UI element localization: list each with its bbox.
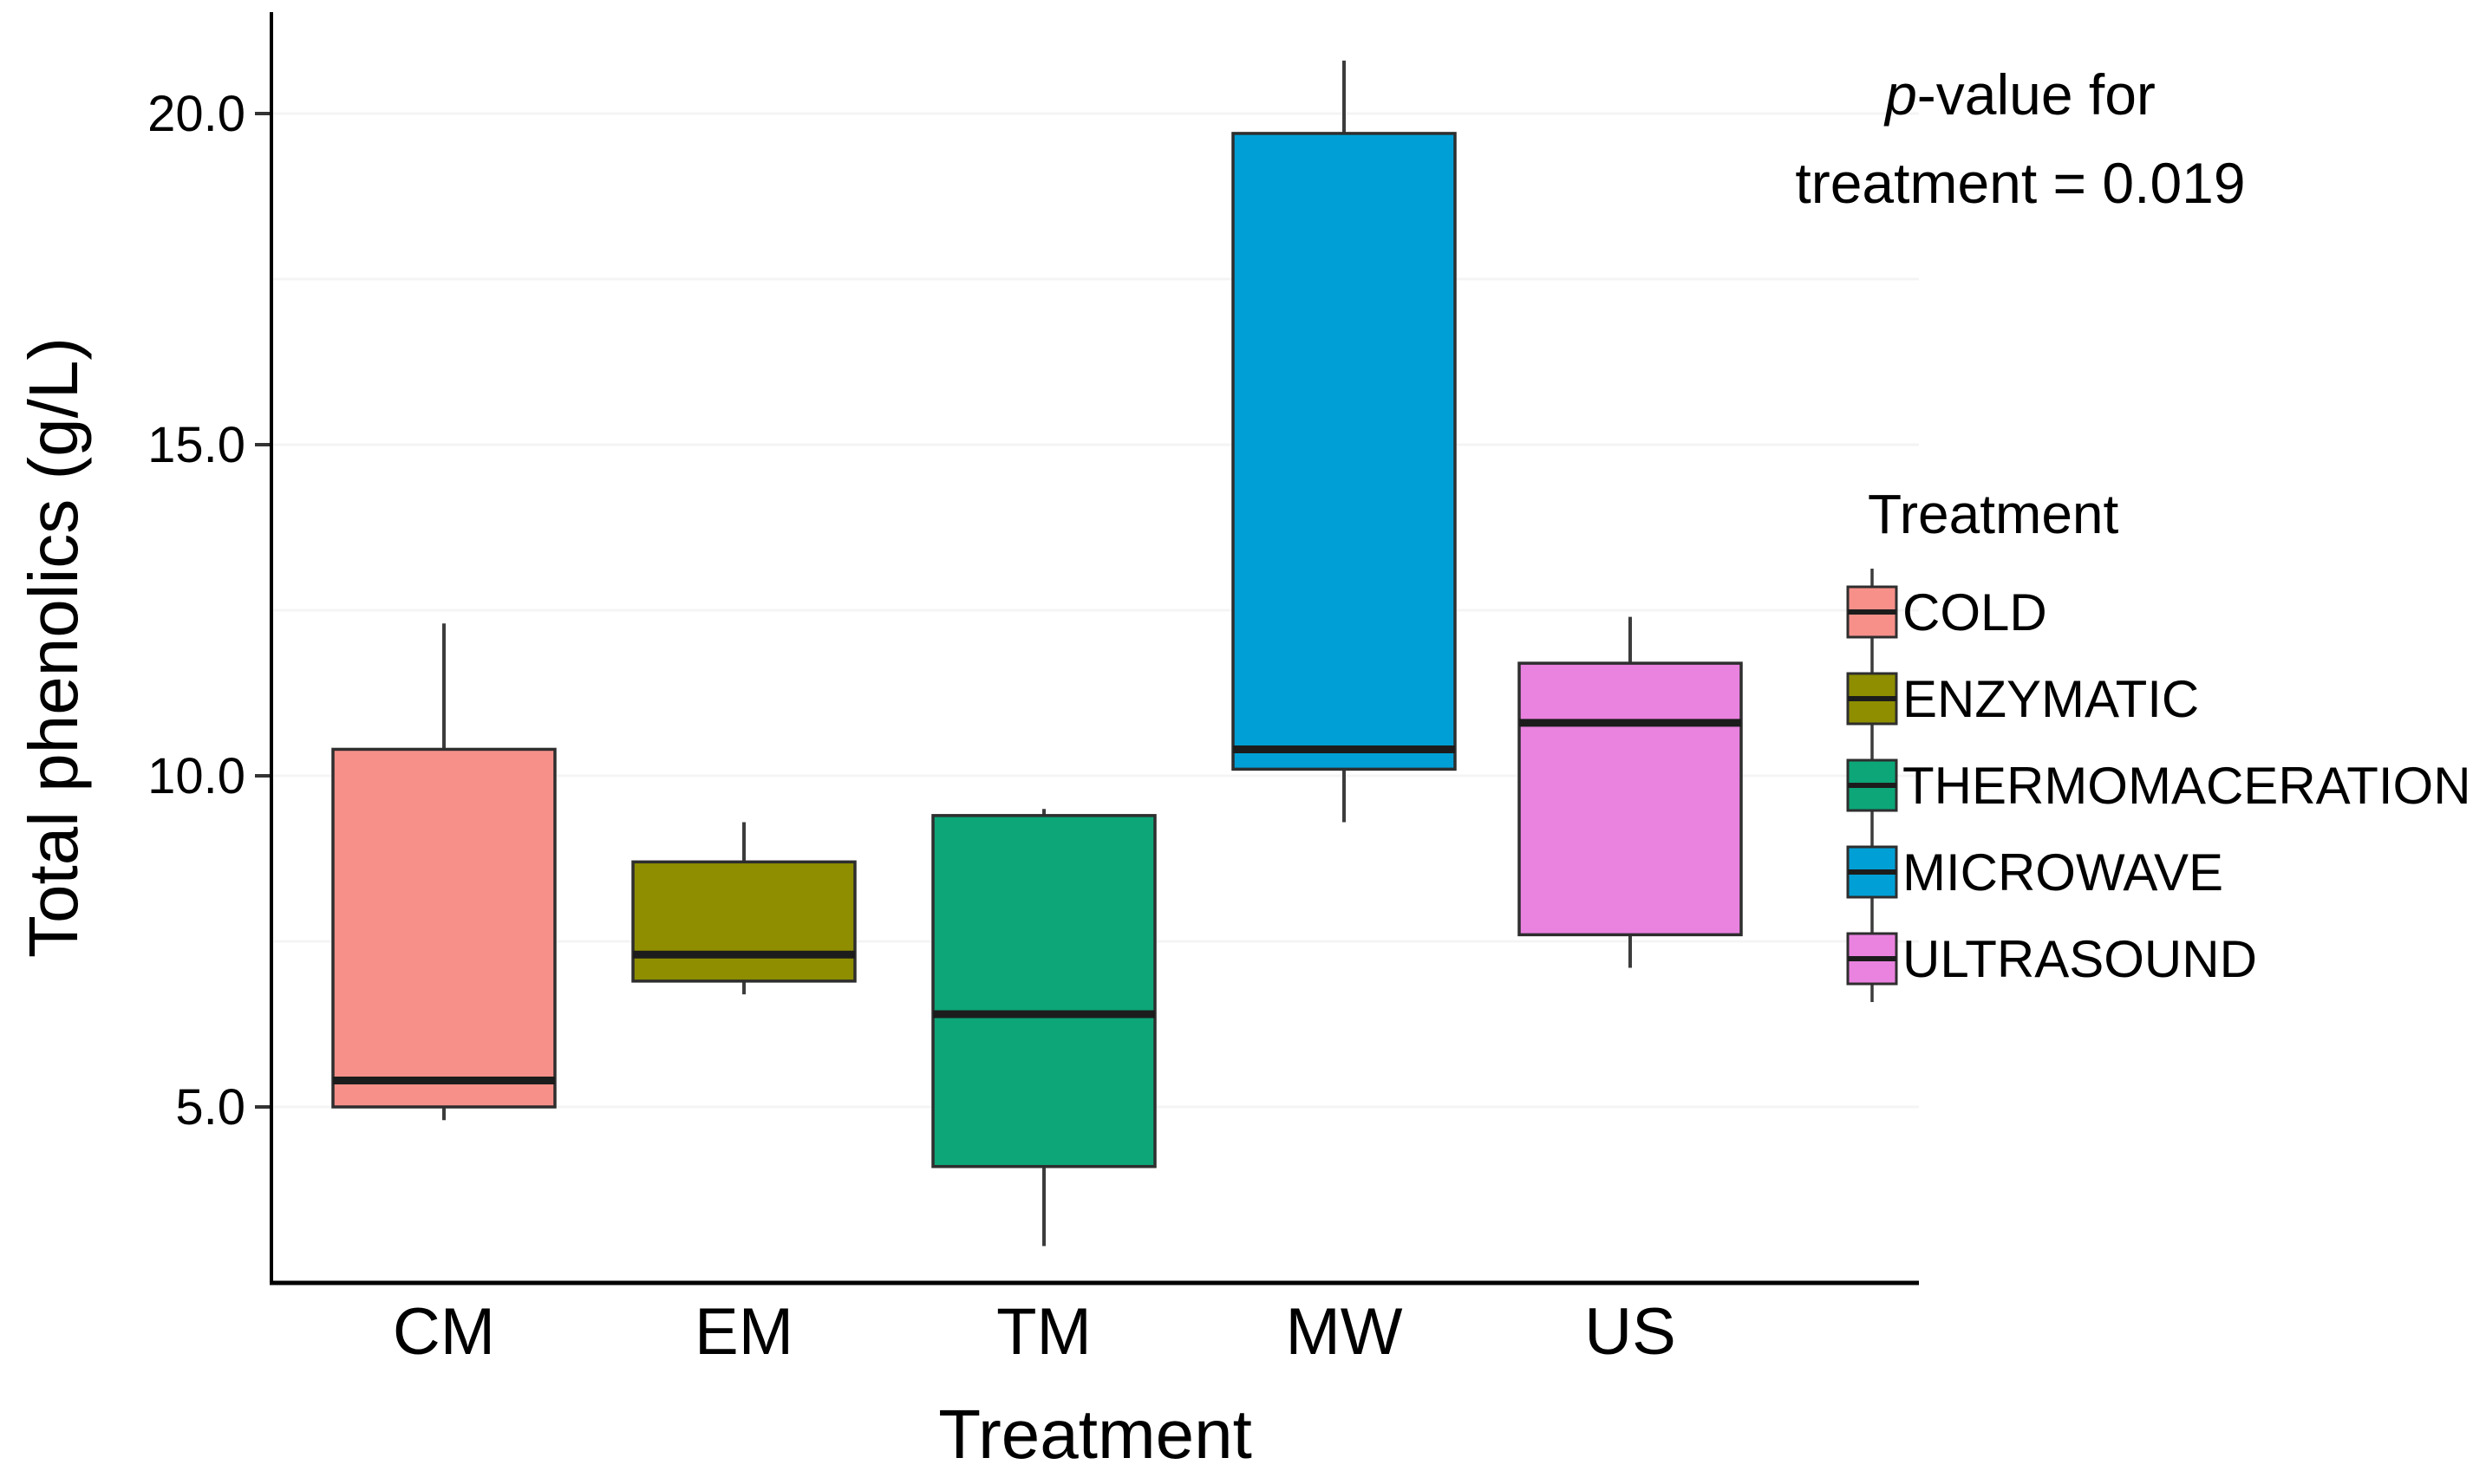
y-tick-label: 20.0 — [147, 86, 245, 142]
y-tick-label: 10.0 — [147, 748, 245, 804]
p-value-annotation: p-value for treatment = 0.019 — [1795, 50, 2245, 228]
x-axis-title: Treatment — [938, 1396, 1252, 1473]
legend-item-microwave: MICROWAVE — [1845, 829, 2471, 915]
box-CM — [331, 747, 557, 1109]
legend: Treatment COLD ENZYMATIC THERMOMACERATION M… — [1845, 482, 2471, 1002]
legend-key-boxplot-icon — [1846, 915, 1898, 1002]
box-MW — [1231, 132, 1457, 771]
y-axis-title: Total phenolics (g/L) — [15, 337, 92, 958]
legend-items: COLD ENZYMATIC THERMOMACERATION MICROWAVE UL… — [1845, 569, 2471, 1002]
box-EM — [631, 860, 857, 983]
legend-item-cold: COLD — [1845, 569, 2471, 655]
x-tick-label-CM: CM — [393, 1295, 495, 1369]
legend-label: ENZYMATIC — [1902, 669, 2200, 728]
legend-label: THERMOMACERATION — [1902, 756, 2471, 815]
x-tick-label-EM: EM — [695, 1295, 793, 1369]
legend-item-enzymatic: ENZYMATIC — [1845, 655, 2471, 742]
x-tick-label-US: US — [1584, 1295, 1676, 1369]
legend-label: ULTRASOUND — [1902, 929, 2257, 988]
box-TM — [931, 814, 1157, 1168]
legend-key-boxplot-icon — [1846, 655, 1898, 742]
legend-title: Treatment — [1868, 483, 2119, 545]
legend-item-thermomaceration: THERMOMACERATION — [1845, 742, 2471, 829]
y-tick-label: 5.0 — [175, 1079, 245, 1136]
legend-key-boxplot-icon — [1846, 742, 1898, 829]
x-tick-label-TM: TM — [996, 1295, 1092, 1369]
p-symbol: p — [1885, 62, 1917, 127]
legend-key-boxplot-icon — [1846, 829, 1898, 915]
annotation-line-1: p-value for — [1795, 50, 2245, 139]
legend-item-ultrasound: ULTRASOUND — [1845, 915, 2471, 1002]
legend-label: COLD — [1902, 583, 2047, 641]
x-tick-label-MW: MW — [1285, 1295, 1402, 1369]
box-US — [1517, 661, 1743, 937]
annotation-line-2: treatment = 0.019 — [1795, 151, 2246, 216]
legend-label: MICROWAVE — [1902, 843, 2223, 901]
legend-key-boxplot-icon — [1846, 569, 1898, 655]
annotation-line-1-rest: -value for — [1916, 62, 2156, 127]
y-tick-label: 15.0 — [147, 417, 245, 473]
